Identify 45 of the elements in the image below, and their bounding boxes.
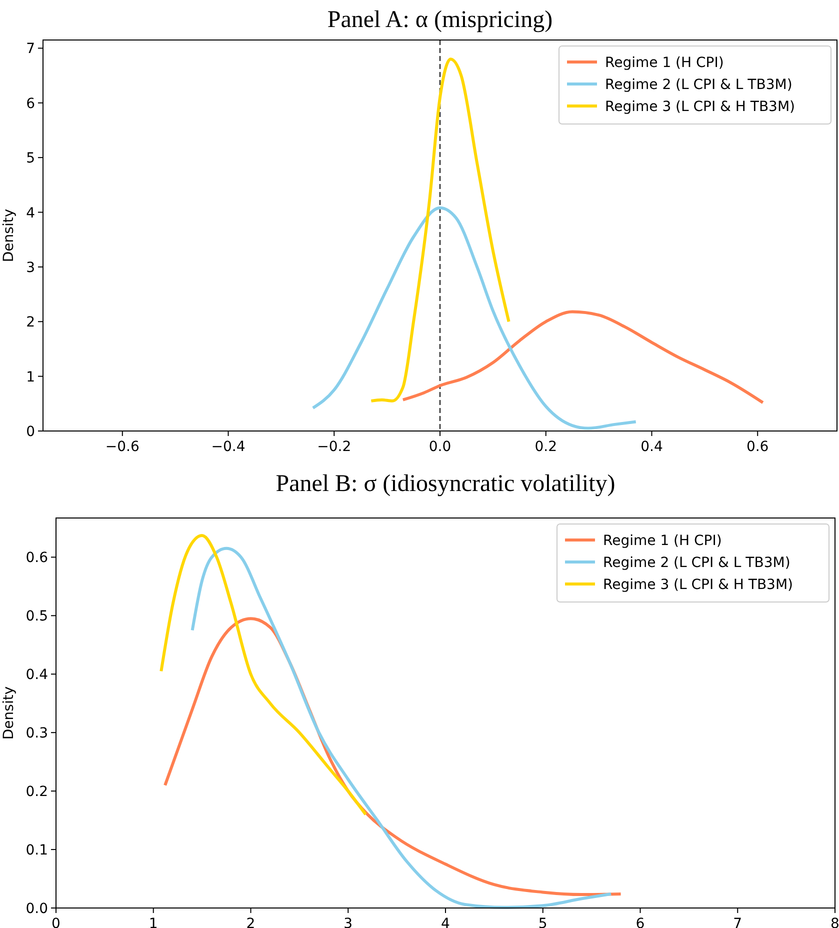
y-tick-label: 2 <box>26 314 35 331</box>
legend-label: Regime 1 (H CPI) <box>605 55 724 71</box>
x-tick-label: 0.0 <box>428 439 452 455</box>
y-tick-label: 0.0 <box>26 901 48 917</box>
x-tick-label: −0.2 <box>317 439 352 455</box>
x-tick-label: 0.6 <box>746 439 769 455</box>
x-tick-label: 2 <box>246 916 256 928</box>
legend-label: Regime 2 (L CPI & L TB3M) <box>603 555 790 571</box>
x-tick-label: 0.2 <box>534 439 557 455</box>
y-tick-label: 6 <box>26 96 36 112</box>
y-tick-label: 0.2 <box>26 784 48 800</box>
x-tick-label: −0.6 <box>105 439 140 455</box>
x-tick-label: 4 <box>441 916 450 928</box>
y-tick-label: 5 <box>26 150 35 167</box>
x-tick-label: 5 <box>538 916 548 928</box>
y-tick-label: 3 <box>26 260 35 276</box>
y-axis-title: Density <box>1 208 17 262</box>
y-tick-label: 0.1 <box>26 842 48 859</box>
x-tick-label: 0.4 <box>640 439 663 455</box>
chart-title: Panel B: σ (idiosyncratic volatility) <box>276 471 616 497</box>
x-tick-label: −0.4 <box>211 439 246 455</box>
legend-label: Regime 3 (L CPI & H TB3M) <box>603 577 794 593</box>
y-axis-title: Density <box>1 686 17 740</box>
line-series <box>160 534 368 816</box>
y-tick-label: 1 <box>26 369 35 386</box>
legend-label: Regime 2 (L CPI & L TB3M) <box>605 77 792 93</box>
y-tick-label: 0.5 <box>26 608 48 625</box>
x-tick-label: 1 <box>148 916 158 928</box>
y-tick-label: 7 <box>26 41 35 58</box>
legend-label: Regime 3 (L CPI & H TB3M) <box>605 99 796 115</box>
y-tick-label: 0.3 <box>26 726 48 742</box>
x-tick-label: 0 <box>52 916 60 928</box>
y-tick-label: 0.4 <box>26 667 48 684</box>
line-series <box>401 310 764 404</box>
x-tick-label: 3 <box>344 916 353 928</box>
line-series <box>370 58 510 402</box>
y-tick-label: 0 <box>26 424 35 440</box>
legend-label: Regime 1 (H CPI) <box>603 533 722 549</box>
x-tick-label: 6 <box>636 916 645 928</box>
y-tick-label: 0.6 <box>26 550 48 566</box>
line-series <box>311 206 638 430</box>
chart-title: Panel A: α (mispricing) <box>327 7 553 33</box>
x-tick-label: 8 <box>830 916 839 928</box>
y-tick-label: 4 <box>26 205 36 222</box>
x-tick-label: 7 <box>733 916 742 928</box>
